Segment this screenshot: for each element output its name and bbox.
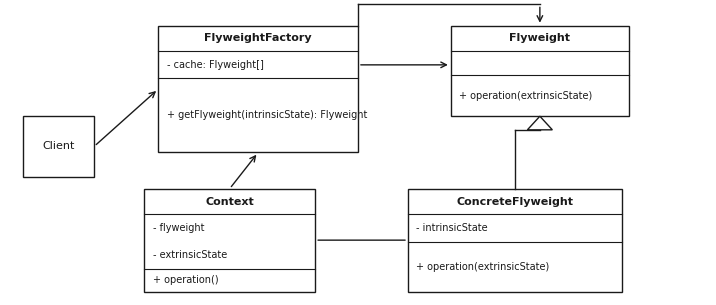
Text: - flyweight: - flyweight: [153, 223, 204, 233]
Text: - cache: Flyweight[]: - cache: Flyweight[]: [167, 60, 263, 70]
Bar: [23, 116, 94, 177]
Polygon shape: [528, 116, 552, 130]
Bar: [408, 189, 622, 292]
Bar: [144, 189, 315, 292]
Text: - intrinsicState: - intrinsicState: [417, 223, 488, 233]
Text: Flyweight: Flyweight: [509, 34, 571, 43]
Text: ConcreteFlyweight: ConcreteFlyweight: [456, 197, 574, 206]
Text: + operation(extrinsicState): + operation(extrinsicState): [417, 262, 550, 271]
Text: + operation(extrinsicState): + operation(extrinsicState): [459, 91, 593, 101]
Text: Client: Client: [42, 142, 74, 152]
Text: Context: Context: [205, 197, 254, 206]
Text: FlyweightFactory: FlyweightFactory: [204, 34, 312, 43]
Bar: [158, 26, 358, 152]
Text: + operation(): + operation(): [153, 275, 218, 285]
Text: - extrinsicState: - extrinsicState: [153, 250, 227, 260]
Text: + getFlyweight(intrinsicState): Flyweight: + getFlyweight(intrinsicState): Flyweigh…: [167, 110, 367, 120]
Bar: [450, 26, 629, 116]
